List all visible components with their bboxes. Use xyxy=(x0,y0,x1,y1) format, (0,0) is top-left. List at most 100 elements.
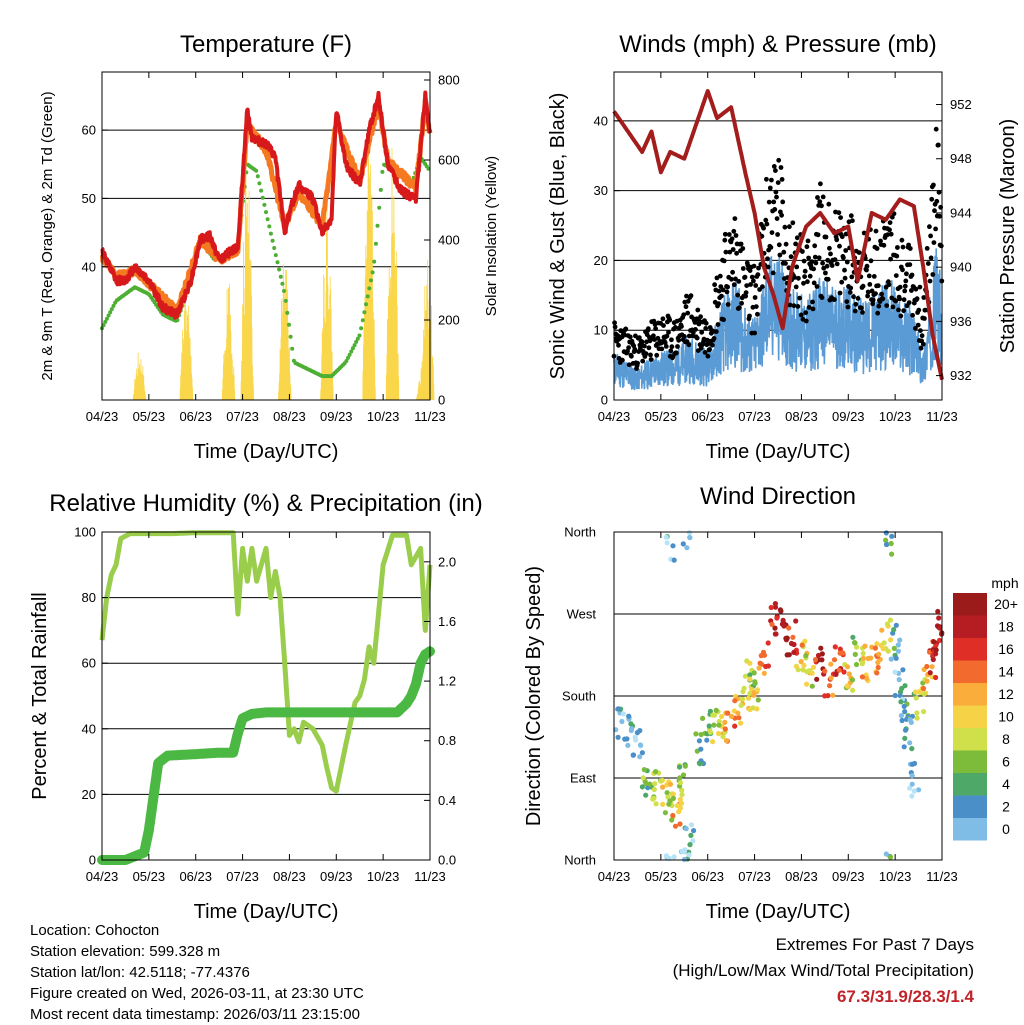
solar-insolation-trace xyxy=(320,200,334,401)
gust-point xyxy=(864,263,870,269)
gust-point xyxy=(732,216,738,222)
direction-point xyxy=(747,660,753,666)
gust-point xyxy=(788,254,794,260)
direction-point xyxy=(888,637,894,643)
gust-point xyxy=(726,232,732,237)
y-tick-label-right: 200 xyxy=(438,313,460,328)
gust-point xyxy=(727,249,733,255)
gust-point xyxy=(873,291,878,296)
gust-point xyxy=(865,289,871,295)
y-tick-label-right: 600 xyxy=(438,153,460,168)
direction-point xyxy=(850,634,856,640)
gust-point xyxy=(832,297,837,302)
y-tick-label-right: 400 xyxy=(438,233,460,248)
direction-point xyxy=(933,674,939,681)
latlon-text: Station lat/lon: 42.5118; -77.4376 xyxy=(30,964,250,981)
direction-point xyxy=(688,822,695,828)
gust-point xyxy=(900,244,906,250)
direction-point xyxy=(791,649,797,656)
gust-point xyxy=(913,286,919,292)
direction-point xyxy=(874,641,880,647)
gust-point xyxy=(802,268,808,274)
direction-point xyxy=(902,709,908,715)
gust-point xyxy=(929,196,935,202)
direction-point xyxy=(887,617,894,623)
direction-point xyxy=(682,763,688,769)
direction-point xyxy=(716,730,722,737)
dewpoint-point xyxy=(278,274,283,279)
legend-label: 0 xyxy=(1002,821,1010,837)
gust-point xyxy=(931,182,936,188)
gust-point xyxy=(865,293,870,299)
gust-point xyxy=(874,246,880,251)
wind-speed-trace xyxy=(613,248,943,391)
direction-point xyxy=(814,676,820,682)
gust-point xyxy=(850,218,855,224)
legend-swatch xyxy=(953,705,987,728)
direction-point xyxy=(670,791,676,797)
dewpoint-point xyxy=(280,281,285,286)
gust-point xyxy=(777,252,783,258)
direction-point xyxy=(790,634,796,640)
direction-point xyxy=(629,726,635,732)
direction-point xyxy=(899,685,905,692)
winds-title: Winds (mph) & Pressure (mb) xyxy=(619,31,936,58)
gust-point xyxy=(743,293,748,299)
gust-point xyxy=(769,177,774,183)
dewpoint-point xyxy=(283,298,288,303)
solar-insolation-trace xyxy=(221,283,236,401)
direction-point xyxy=(772,601,779,607)
gust-point xyxy=(775,232,780,237)
direction-point xyxy=(822,693,828,699)
x-tick-label: 07/23 xyxy=(738,869,771,884)
gust-point xyxy=(827,245,832,251)
direction-point xyxy=(765,663,772,669)
direction-point xyxy=(802,638,808,644)
y-tick-label: 50 xyxy=(82,191,96,206)
gust-point xyxy=(713,329,719,334)
gust-point xyxy=(753,283,759,288)
x-tick-label: 08/23 xyxy=(785,869,818,884)
gust-point xyxy=(751,263,757,269)
direction-point xyxy=(891,645,897,652)
direction-point xyxy=(804,681,810,687)
gust-point xyxy=(742,274,748,280)
direction-point xyxy=(667,781,674,787)
gust-point xyxy=(917,284,923,290)
dewpoint-point xyxy=(370,270,375,275)
elevation-text: Station elevation: 599.328 m xyxy=(30,943,221,960)
gust-point xyxy=(875,283,881,289)
gust-point xyxy=(806,255,811,261)
y-tick-label: 20 xyxy=(82,787,96,802)
station-info: Location: Cohocton Station elevation: 59… xyxy=(30,920,364,1025)
direction-point xyxy=(893,655,899,661)
gust-point xyxy=(752,330,757,336)
gust-point xyxy=(904,271,909,277)
direction-point xyxy=(803,653,809,659)
gust-point xyxy=(661,323,666,328)
gust-point xyxy=(765,256,770,262)
direction-point xyxy=(888,540,894,547)
dewpoint-point xyxy=(369,278,373,283)
legend-label: 8 xyxy=(1002,731,1010,747)
extremes-box: Extremes For Past 7 Days (High/Low/Max W… xyxy=(673,932,974,1010)
timestamp-text: Most recent data timestamp: 2026/03/11 2… xyxy=(30,1006,360,1023)
x-tick-label: 09/23 xyxy=(320,409,353,424)
direction-point xyxy=(679,848,686,855)
direction-point xyxy=(936,615,942,621)
gust-point xyxy=(918,345,924,351)
y-tick-label-right: 952 xyxy=(950,97,972,112)
gust-point xyxy=(659,346,665,352)
x-tick-label: 08/23 xyxy=(785,409,818,424)
gust-point xyxy=(807,273,813,279)
direction-point xyxy=(637,754,643,760)
dewpoint-point xyxy=(352,343,357,348)
direction-point xyxy=(637,742,644,748)
gust-point xyxy=(715,322,721,327)
direction-point xyxy=(837,646,843,652)
gust-point xyxy=(681,312,687,318)
direction-point xyxy=(844,664,851,670)
direction-point xyxy=(667,798,673,804)
solar-insolation-trace xyxy=(385,148,400,401)
direction-point xyxy=(862,643,868,649)
